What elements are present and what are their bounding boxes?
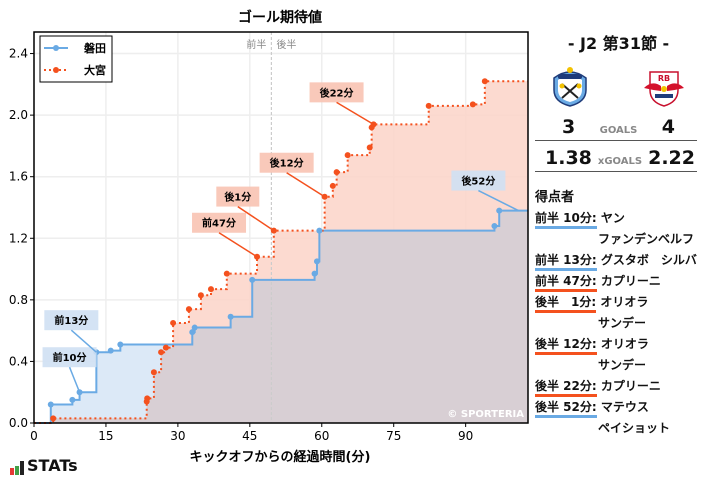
scorers-title: 得点者 xyxy=(535,190,575,205)
goal-time: 後半 52分: xyxy=(535,400,597,418)
x-tick-label: 30 xyxy=(170,429,185,443)
x-tick-label: 15 xyxy=(98,429,113,443)
x-tick-label: 45 xyxy=(242,429,257,443)
y-tick-label: 0.4 xyxy=(9,354,28,368)
svg-text:RB: RB xyxy=(658,74,670,83)
round-title: - J2 第31節 - xyxy=(567,34,670,53)
goal-time: 前半 13分: xyxy=(535,253,597,271)
goal-annotation: 後12分 xyxy=(270,157,304,170)
goal-annotation: 前13分 xyxy=(54,314,88,327)
goal-time: 後半 1分: xyxy=(535,295,597,313)
scorer-name: マテウス xyxy=(600,400,649,414)
goal-time: 後半 12分: xyxy=(535,337,597,355)
goal-annotation: 後52分 xyxy=(461,175,495,188)
x-tick-label: 75 xyxy=(386,429,401,443)
y-tick-label: 1.6 xyxy=(9,170,28,184)
chart-title: ゴール期待値 xyxy=(238,9,322,26)
goal-time: 前半 47分: xyxy=(535,274,597,292)
scorer-item: 後半 22分: カプリーニ xyxy=(535,376,661,397)
home-xg: 1.38 xyxy=(545,147,592,169)
goal-annotation: 前10分 xyxy=(53,351,87,364)
goals-row: 3 GOALS 4 xyxy=(535,116,697,141)
y-tick-label: 0.0 xyxy=(9,416,28,430)
y-tick-label: 2.0 xyxy=(9,108,28,122)
home-goals: 3 xyxy=(562,116,576,138)
stats-logo: STATs xyxy=(10,456,78,475)
legend-home: 磐田 xyxy=(84,41,106,55)
xg-row: 1.38 xGOALS 2.22 xyxy=(535,147,697,172)
home-team-crest-icon xyxy=(553,67,587,107)
goal-time: 前半 10分: xyxy=(535,211,597,229)
goal-annotation: 後22分 xyxy=(320,86,354,99)
goal-time: 後半 22分: xyxy=(535,379,597,397)
scorer-name: カプリーニ xyxy=(600,379,661,393)
scorer-item: 前半 13分: グスタボ シルバ xyxy=(535,250,697,271)
scorer-item: 後半 12分: オリオラサンデー xyxy=(535,334,649,376)
chart-legend xyxy=(39,35,113,83)
scorer-name-line2: ファンデンベルフ xyxy=(598,232,695,246)
scorer-name: グスタボ シルバ xyxy=(600,253,697,267)
xg-label: xGOALS xyxy=(597,156,643,167)
y-tick-label: 0.8 xyxy=(9,293,28,307)
x-tick-label: 0 xyxy=(30,429,38,443)
goal-annotation: 前47分 xyxy=(202,217,236,230)
scorer-item: 後半 52分: マテウスペイショット xyxy=(535,397,670,439)
watermark: © SPORTERIA xyxy=(447,409,524,420)
x-tick-label: 90 xyxy=(458,429,473,443)
goal-annotation: 後1分 xyxy=(224,191,251,204)
first-half-label: 前半 xyxy=(246,38,266,51)
stats-logo-text: STATs xyxy=(27,456,78,475)
scorer-name: ヤン xyxy=(600,211,625,225)
y-tick-label: 1.2 xyxy=(9,231,28,245)
scorer-name-line2: サンデー xyxy=(598,358,647,372)
x-tick-label: 60 xyxy=(314,429,329,443)
scorer-name-line2: ペイショット xyxy=(598,421,671,435)
scorer-item: 後半 1分: オリオラサンデー xyxy=(535,292,648,334)
scorer-item: 前半 47分: カプリーニ xyxy=(535,271,661,292)
scorer-item: 前半 10分: ヤンファンデンベルフ xyxy=(535,208,694,250)
scorer-name: オリオラ xyxy=(600,295,649,309)
scorer-name: カプリーニ xyxy=(600,274,661,288)
scorer-name: オリオラ xyxy=(600,337,649,351)
legend-away: 大宮 xyxy=(84,63,106,77)
away-team-crest-icon: RB xyxy=(644,71,684,107)
y-tick-label: 2.4 xyxy=(9,47,28,61)
second-half-label: 後半 xyxy=(276,38,296,51)
away-goals: 4 xyxy=(661,116,675,138)
away-xg: 2.22 xyxy=(648,147,695,169)
x-axis-label: キックオフからの経過時間(分) xyxy=(190,449,371,465)
scorer-name-line2: サンデー xyxy=(598,316,647,330)
bar-chart-icon xyxy=(10,461,24,475)
goals-label: GOALS xyxy=(599,125,638,136)
